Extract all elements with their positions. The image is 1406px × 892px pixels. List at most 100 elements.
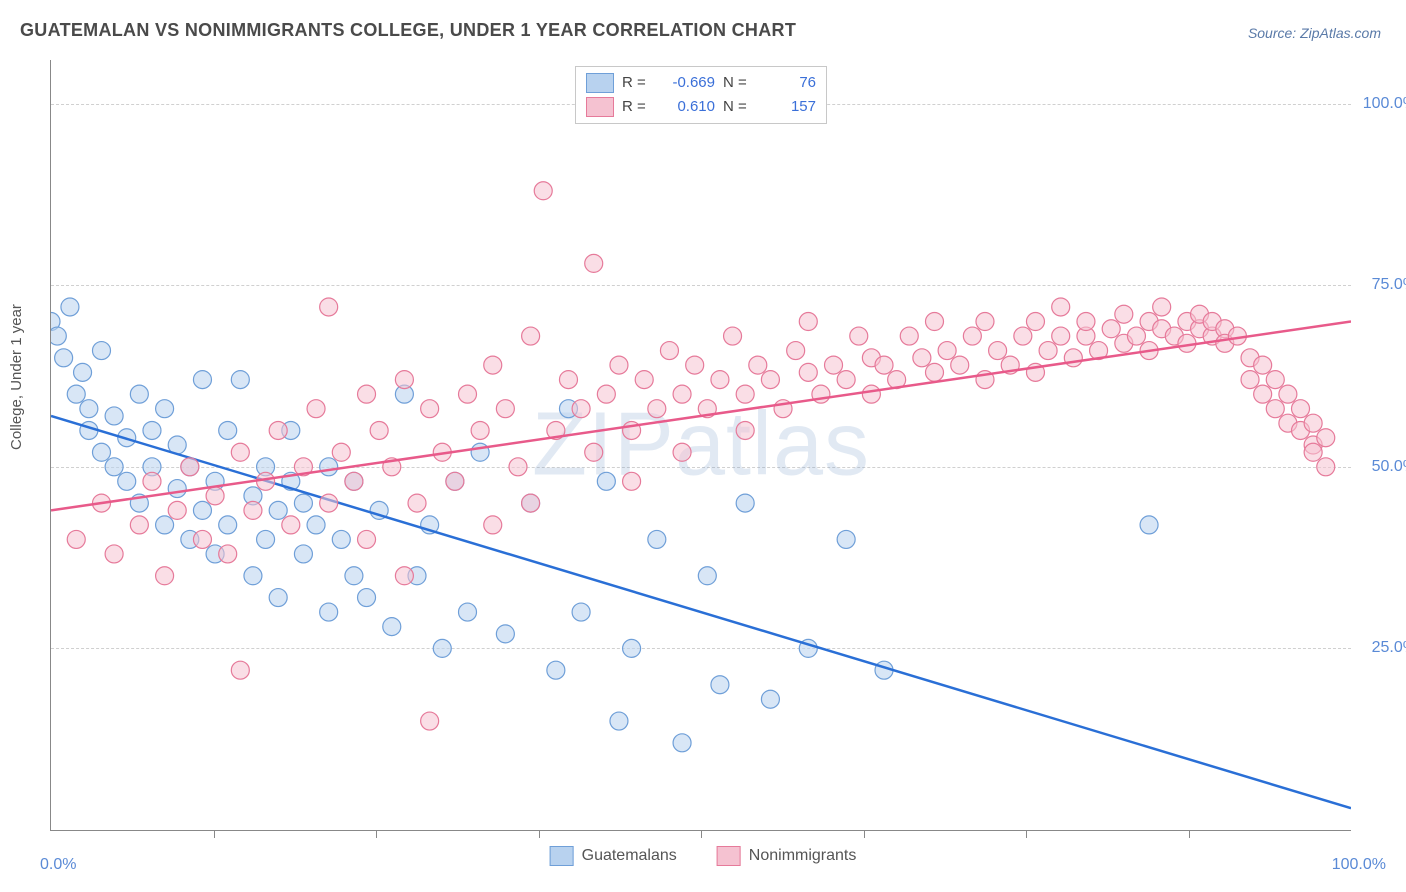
scatter-point-nonimmigrants [358, 385, 376, 403]
scatter-point-nonimmigrants [421, 400, 439, 418]
scatter-point-nonimmigrants [736, 421, 754, 439]
legend-label-nonimmigrants: Nonimmigrants [749, 847, 857, 865]
scatter-point-nonimmigrants [799, 313, 817, 331]
scatter-point-nonimmigrants [1064, 349, 1082, 367]
scatter-point-guatemalans [231, 371, 249, 389]
y-tick-label: 50.0% [1357, 458, 1406, 476]
scatter-point-guatemalans [597, 472, 615, 490]
scatter-point-nonimmigrants [749, 356, 767, 374]
scatter-point-guatemalans [118, 472, 136, 490]
scatter-point-guatemalans [130, 385, 148, 403]
scatter-point-guatemalans [1140, 516, 1158, 534]
scatter-point-guatemalans [623, 639, 641, 657]
legend-stats: R = -0.669 N = 76 R = 0.610 N = 157 [575, 66, 827, 124]
legend-R-label: R = [622, 95, 652, 119]
scatter-point-nonimmigrants [1317, 458, 1335, 476]
scatter-point-guatemalans [219, 421, 237, 439]
scatter-point-nonimmigrants [1304, 443, 1322, 461]
legend-swatch-guatemalans-bottom [550, 846, 574, 866]
scatter-point-guatemalans [193, 501, 211, 519]
scatter-point-guatemalans [673, 734, 691, 752]
scatter-point-nonimmigrants [269, 421, 287, 439]
regression-line-guatemalans [51, 416, 1351, 808]
scatter-point-nonimmigrants [1039, 342, 1057, 360]
plot-area: ZIPatlas R = -0.669 N = 76 R = 0.610 N =… [50, 60, 1351, 831]
scatter-point-nonimmigrants [395, 567, 413, 585]
scatter-point-nonimmigrants [206, 487, 224, 505]
scatter-point-guatemalans [711, 676, 729, 694]
scatter-point-nonimmigrants [130, 516, 148, 534]
scatter-point-guatemalans [433, 639, 451, 657]
scatter-point-guatemalans [269, 589, 287, 607]
scatter-point-nonimmigrants [837, 371, 855, 389]
scatter-point-nonimmigrants [307, 400, 325, 418]
scatter-point-guatemalans [51, 327, 66, 345]
scatter-point-guatemalans [294, 545, 312, 563]
scatter-point-guatemalans [610, 712, 628, 730]
scatter-point-nonimmigrants [105, 545, 123, 563]
y-tick-label: 75.0% [1357, 276, 1406, 294]
scatter-point-guatemalans [547, 661, 565, 679]
scatter-point-guatemalans [345, 567, 363, 585]
scatter-point-nonimmigrants [1254, 385, 1272, 403]
scatter-point-nonimmigrants [522, 327, 540, 345]
legend-N-value-guatemalans: 76 [761, 71, 816, 95]
scatter-point-nonimmigrants [168, 501, 186, 519]
scatter-point-guatemalans [496, 625, 514, 643]
scatter-point-nonimmigrants [484, 356, 502, 374]
scatter-point-nonimmigrants [471, 421, 489, 439]
scatter-point-nonimmigrants [913, 349, 931, 367]
scatter-point-guatemalans [92, 342, 110, 360]
scatter-point-guatemalans [383, 618, 401, 636]
legend-R-label: R = [622, 71, 652, 95]
scatter-point-nonimmigrants [799, 363, 817, 381]
scatter-point-nonimmigrants [219, 545, 237, 563]
scatter-point-nonimmigrants [143, 472, 161, 490]
scatter-point-nonimmigrants [370, 421, 388, 439]
scatter-point-nonimmigrants [585, 254, 603, 272]
scatter-point-nonimmigrants [951, 356, 969, 374]
scatter-point-guatemalans [156, 400, 174, 418]
legend-R-value-nonimmigrants: 0.610 [660, 95, 715, 119]
scatter-point-nonimmigrants [686, 356, 704, 374]
scatter-point-guatemalans [736, 494, 754, 512]
scatter-point-nonimmigrants [875, 356, 893, 374]
scatter-point-guatemalans [193, 371, 211, 389]
scatter-point-nonimmigrants [963, 327, 981, 345]
scatter-point-guatemalans [320, 603, 338, 621]
scatter-point-nonimmigrants [320, 298, 338, 316]
scatter-point-nonimmigrants [711, 371, 729, 389]
x-tick [864, 830, 865, 838]
scatter-point-nonimmigrants [787, 342, 805, 360]
scatter-point-nonimmigrants [345, 472, 363, 490]
scatter-point-nonimmigrants [181, 458, 199, 476]
legend-swatch-nonimmigrants-bottom [717, 846, 741, 866]
scatter-point-nonimmigrants [1317, 429, 1335, 447]
scatter-point-nonimmigrants [1279, 385, 1297, 403]
scatter-point-nonimmigrants [635, 371, 653, 389]
scatter-point-nonimmigrants [332, 443, 350, 461]
x-axis-max-label: 100.0% [1332, 856, 1386, 874]
scatter-point-guatemalans [105, 407, 123, 425]
x-tick [539, 830, 540, 838]
scatter-point-guatemalans [837, 530, 855, 548]
scatter-point-nonimmigrants [421, 712, 439, 730]
scatter-point-nonimmigrants [1102, 320, 1120, 338]
x-tick [376, 830, 377, 838]
x-tick [1026, 830, 1027, 838]
scatter-point-nonimmigrants [395, 371, 413, 389]
scatter-point-nonimmigrants [1241, 371, 1259, 389]
scatter-point-nonimmigrants [496, 400, 514, 418]
scatter-point-nonimmigrants [459, 385, 477, 403]
scatter-point-nonimmigrants [989, 342, 1007, 360]
scatter-point-nonimmigrants [1127, 327, 1145, 345]
scatter-point-guatemalans [61, 298, 79, 316]
regression-line-nonimmigrants [51, 322, 1351, 511]
x-tick [1189, 830, 1190, 838]
scatter-point-nonimmigrants [1266, 371, 1284, 389]
scatter-point-nonimmigrants [484, 516, 502, 534]
legend-N-label: N = [723, 95, 753, 119]
scatter-point-nonimmigrants [231, 661, 249, 679]
scatter-point-guatemalans [156, 516, 174, 534]
scatter-point-nonimmigrants [648, 400, 666, 418]
